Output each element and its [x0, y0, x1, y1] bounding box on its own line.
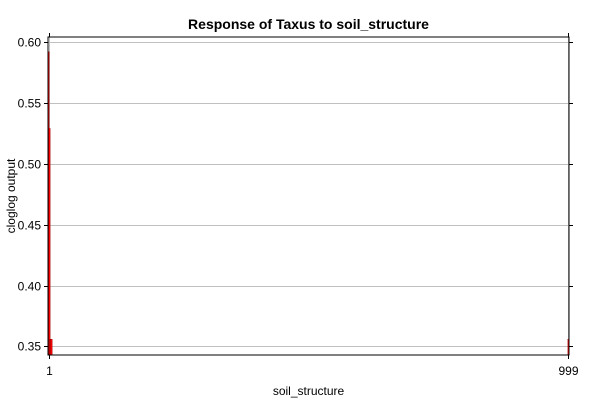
y-tick-label: 0.50	[18, 158, 42, 172]
grid-layer	[48, 37, 569, 355]
bar	[48, 128, 51, 356]
ticks-layer: 0.35 0.40 0.45 0.50 0.55 0.60 1 999	[18, 33, 579, 378]
bar	[50, 339, 53, 356]
x-tick-label: 999	[558, 364, 578, 378]
plot-frame	[47, 36, 570, 356]
y-axis-label: cloglog output	[4, 158, 18, 233]
x-tick-label: 1	[46, 364, 53, 378]
y-tick-label: 0.45	[18, 219, 42, 233]
x-axis-label: soil_structure	[273, 384, 345, 398]
y-tick-label: 0.35	[18, 340, 42, 354]
y-tick-label: 0.55	[18, 97, 42, 111]
chart-title: Response of Taxus to soil_structure	[188, 16, 429, 32]
y-tick-label: 0.40	[18, 280, 42, 294]
y-tick-label: 0.60	[18, 36, 42, 50]
